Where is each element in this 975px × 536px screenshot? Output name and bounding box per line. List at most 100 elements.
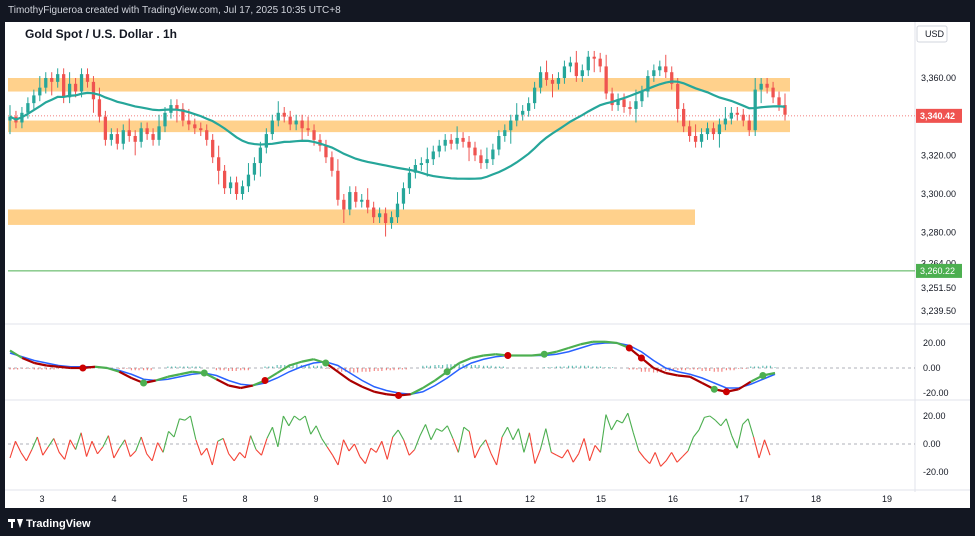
oscillator-2-line (277, 415, 284, 447)
oscillator-2-line (479, 439, 487, 448)
candle-body (187, 120, 191, 125)
oscillator-2-line (452, 438, 459, 453)
oscillator-2-line (589, 445, 596, 461)
oscillator-2-line (545, 428, 552, 453)
candle-body (664, 66, 668, 73)
oscillator-fast-line (34, 361, 47, 367)
candle-body (753, 89, 757, 131)
candle-body (676, 83, 680, 109)
oscillator-2-line (86, 441, 93, 457)
crossover-marker (443, 368, 451, 376)
oscillator-2-line (490, 453, 498, 466)
oscillator-2-line (632, 432, 640, 452)
oscillator-2-line (129, 450, 137, 457)
candle-body (44, 78, 48, 88)
oscillator-2-line (709, 415, 716, 421)
oscillator-2-line (69, 439, 77, 450)
supply-demand-zone (8, 120, 790, 133)
oscillator-2-line (610, 419, 618, 431)
candle-body (592, 56, 596, 59)
oscillator-2-line (293, 415, 301, 421)
oscillator-2-line (720, 418, 727, 427)
oscillator-fast-line (155, 375, 169, 382)
price-axis-tick: 3,251.50 (921, 283, 956, 293)
candle-body (598, 58, 602, 67)
candle-body (497, 136, 501, 150)
candle-body (67, 83, 72, 98)
oscillator-2-line (731, 435, 738, 449)
chart-svg[interactable]: Gold Spot / U.S. Dollar . 1h USD 3,360.00 3… (5, 22, 970, 508)
currency-label: USD (925, 29, 945, 39)
oscillator-2-line (436, 428, 443, 432)
oscillator-2-line (556, 454, 563, 459)
tradingview-logo[interactable]: TradingView (8, 518, 91, 530)
oscillator-axis-tick: 20.00 (923, 338, 946, 348)
candle-body (622, 99, 626, 107)
oscillator-2-line (714, 419, 722, 427)
oscillator-2-line (332, 454, 339, 466)
oscillator-2-line (42, 446, 49, 456)
oscillator-2-line (304, 415, 312, 435)
candle-body (312, 130, 316, 140)
candle-body (360, 199, 364, 202)
oscillator-2-line (403, 439, 410, 456)
candle-body (777, 97, 781, 106)
tradingview-logo-icon (8, 519, 23, 528)
oscillator-2-line (91, 440, 98, 455)
oscillator-fast-line (337, 370, 351, 382)
candle-body (62, 74, 66, 98)
candle-body (658, 66, 662, 71)
oscillator-2-line (25, 449, 33, 462)
candle-body (103, 116, 108, 140)
candle-body (419, 163, 423, 165)
candle-body (729, 112, 733, 119)
oscillator-2-line (386, 436, 394, 460)
oscillator-2-line (523, 432, 530, 453)
support-price-badge (916, 263, 962, 278)
oscillator-2-line (58, 452, 66, 460)
crossover-marker (637, 354, 645, 362)
oscillator-2-line (425, 424, 432, 440)
candle-body (50, 78, 54, 82)
candle-body (491, 149, 495, 160)
chart-frame[interactable]: Gold Spot / U.S. Dollar . 1h USD 3,360.00 3… (5, 22, 970, 508)
oscillator-2-line (200, 447, 208, 456)
candle-body (366, 199, 370, 208)
oscillator-fast-line (288, 360, 302, 367)
oscillator-2-line (343, 439, 350, 452)
oscillator-fast-line (556, 346, 569, 353)
candle-body (532, 87, 537, 104)
oscillator-2-line (184, 415, 191, 421)
oscillator-2-line (222, 438, 230, 454)
time-axis-tick: 11 (453, 494, 462, 504)
oscillator-2-line (605, 414, 612, 431)
candle-body (109, 134, 113, 140)
candle-body (437, 145, 441, 152)
candle-body (509, 120, 513, 131)
oscillator-2-line (441, 425, 448, 432)
oscillator-2-line (315, 425, 323, 439)
candle-body (205, 130, 209, 140)
candle-body (306, 128, 310, 131)
candle-body (687, 126, 692, 136)
candle-body (574, 62, 578, 77)
oscillator-fast-line (361, 385, 375, 393)
oscillator-2-line (211, 441, 219, 466)
oscillator-axis-tick: -20.00 (923, 388, 949, 398)
oscillator-fast-line (228, 384, 241, 390)
oscillator-fast-line (276, 364, 290, 374)
oscillator-2-line (157, 442, 164, 453)
candle-body (544, 72, 549, 80)
candle-body (26, 103, 30, 113)
oscillator-2-line (124, 439, 131, 457)
oscillator-2-line (621, 412, 629, 424)
candle-body (556, 78, 561, 84)
oscillator-2-line (496, 436, 503, 466)
candle-body (336, 170, 340, 200)
candle-body (115, 134, 119, 144)
candle-body (252, 163, 257, 175)
price-axis-tick: 3,320.00 (921, 150, 956, 160)
oscillator-2-line (353, 443, 361, 457)
oscillator-2-line (599, 414, 607, 453)
oscillator-2-line (534, 449, 541, 464)
